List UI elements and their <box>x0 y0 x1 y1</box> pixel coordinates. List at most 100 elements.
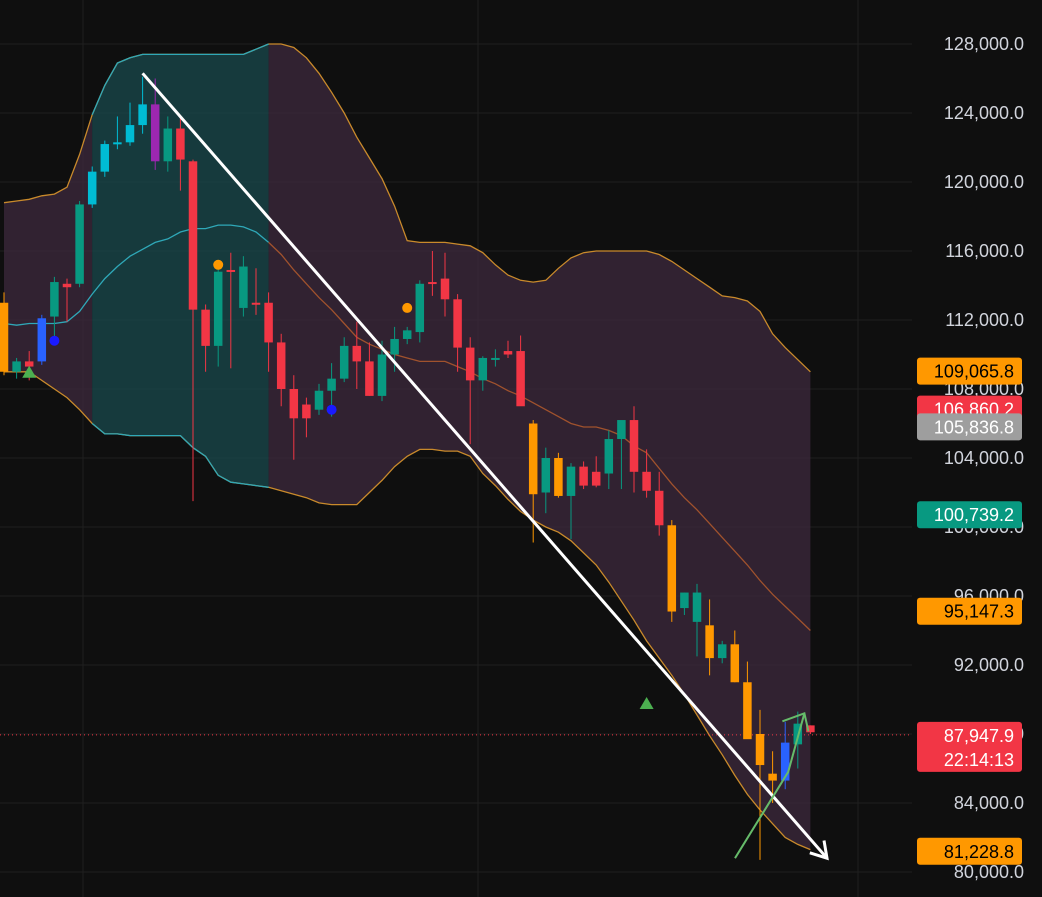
price-badge <box>917 501 1022 529</box>
candle[interactable] <box>617 420 626 490</box>
candle[interactable] <box>251 268 261 315</box>
candle-body <box>768 773 777 781</box>
candle[interactable] <box>213 261 223 367</box>
candle[interactable] <box>491 349 500 367</box>
candle[interactable] <box>579 461 588 490</box>
candle[interactable] <box>503 340 513 358</box>
candle[interactable] <box>276 333 286 407</box>
candle[interactable] <box>365 342 374 396</box>
candle-body <box>352 345 362 362</box>
candle[interactable] <box>100 140 110 177</box>
candle[interactable] <box>453 294 462 372</box>
candle[interactable] <box>730 630 740 683</box>
candle[interactable] <box>604 430 614 490</box>
candle[interactable] <box>87 166 97 208</box>
candle[interactable] <box>150 78 160 170</box>
band-fill-teal <box>92 44 269 488</box>
candle-body <box>503 351 513 355</box>
candle[interactable] <box>415 280 425 343</box>
candle-body <box>239 266 248 308</box>
price-badge <box>917 357 1022 385</box>
candle[interactable] <box>541 447 551 514</box>
candle-countdown-label: 22:14:13 <box>944 750 1014 770</box>
candle-body <box>554 458 563 496</box>
candle[interactable] <box>755 709 765 860</box>
candle-body <box>62 283 72 288</box>
candle-body <box>440 278 450 300</box>
price-badge <box>917 721 1022 772</box>
band-middle-line <box>3 224 270 326</box>
candle[interactable] <box>642 449 651 498</box>
projection-arrow[interactable] <box>734 713 806 859</box>
bollinger-bands <box>3 43 811 851</box>
candle-body <box>226 269 236 272</box>
candle[interactable] <box>465 337 475 445</box>
candle[interactable] <box>188 159 198 502</box>
candle[interactable] <box>377 340 387 402</box>
candle[interactable] <box>226 252 236 369</box>
candle[interactable] <box>352 321 362 389</box>
candle-body <box>743 682 752 740</box>
candle[interactable] <box>201 304 210 372</box>
candle[interactable] <box>680 592 689 615</box>
price-axis-tick-label: 120,000.0 <box>944 172 1024 192</box>
trendline-arrow[interactable] <box>141 72 829 860</box>
candle[interactable] <box>402 326 412 345</box>
signal-dot-marker <box>49 335 60 346</box>
candle[interactable] <box>806 725 815 734</box>
candle[interactable] <box>692 583 702 657</box>
candle-body <box>402 330 412 339</box>
candle[interactable] <box>125 102 135 146</box>
price-axis-tick-label: 112,000.0 <box>945 310 1024 330</box>
candle[interactable] <box>591 456 601 488</box>
candle[interactable] <box>0 292 9 376</box>
candle-body <box>528 423 538 495</box>
candle-body <box>327 378 336 391</box>
candle[interactable] <box>339 337 349 383</box>
candle[interactable] <box>440 252 450 317</box>
band-fill-right <box>268 44 811 850</box>
candle[interactable] <box>566 463 576 540</box>
price-badge-label: 100,739.2 <box>934 505 1014 525</box>
candle[interactable] <box>717 640 727 664</box>
candle-body <box>642 471 651 491</box>
candle-body <box>755 734 765 766</box>
price-axis-tick-label: 104,000.0 <box>944 448 1024 468</box>
candle[interactable] <box>705 599 714 676</box>
candle[interactable] <box>428 251 437 296</box>
candle-body <box>491 357 500 360</box>
candle[interactable] <box>75 200 84 288</box>
candle[interactable] <box>50 276 59 338</box>
price-badge-label: 109,065.8 <box>934 362 1014 382</box>
candle[interactable] <box>743 661 752 740</box>
candle[interactable] <box>654 471 664 536</box>
candle-body <box>251 302 261 305</box>
candle[interactable] <box>176 118 185 191</box>
candle[interactable] <box>314 383 324 415</box>
band-fill-left <box>4 114 93 424</box>
candle[interactable] <box>12 357 21 379</box>
candle[interactable] <box>302 397 311 438</box>
candle[interactable] <box>478 356 488 391</box>
candle[interactable] <box>239 256 248 317</box>
candle[interactable] <box>138 76 147 134</box>
candle[interactable] <box>667 520 677 622</box>
candle[interactable] <box>516 335 525 407</box>
triangle-up-marker <box>639 696 654 709</box>
candle-body <box>24 361 34 367</box>
candle-body <box>705 625 714 659</box>
candle[interactable] <box>264 292 273 372</box>
candle[interactable] <box>554 452 563 498</box>
candle[interactable] <box>289 375 299 460</box>
candle[interactable] <box>62 278 72 322</box>
candle[interactable] <box>113 116 122 150</box>
candle-body <box>213 271 223 346</box>
candle-body <box>692 592 702 622</box>
candle[interactable] <box>163 116 173 172</box>
candle[interactable] <box>629 406 639 493</box>
signal-dot-marker <box>402 302 413 313</box>
candle-body <box>201 309 210 346</box>
band-middle-line-right <box>268 241 811 631</box>
candle[interactable] <box>37 314 47 365</box>
